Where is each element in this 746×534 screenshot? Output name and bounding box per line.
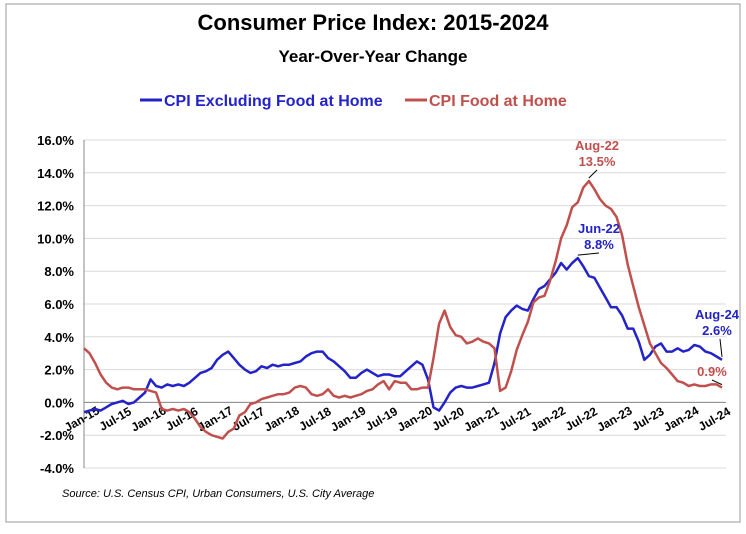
legend-label: CPI Excluding Food at Home (164, 93, 383, 110)
y-tick-label: 0.0% (44, 395, 74, 410)
y-tick-label: 10.0% (37, 231, 74, 246)
source-note: Source: U.S. Census CPI, Urban Consumers… (62, 488, 374, 500)
chart-title: Consumer Price Index: 2015-2024 (198, 10, 550, 35)
annotation: 13.5% (579, 154, 616, 169)
annotation: 2.6% (702, 323, 732, 338)
chart-subtitle: Year-Over-Year Change (279, 47, 468, 66)
annotation: Aug-24 (695, 307, 740, 322)
chart: Consumer Price Index: 2015-2024 Year-Ove… (0, 0, 746, 529)
annotation: 8.8% (584, 237, 614, 252)
annotation: Jun-22 (578, 221, 620, 236)
y-tick-label: 6.0% (44, 297, 74, 312)
chart-frame (6, 4, 740, 522)
y-tick-label: 16.0% (37, 133, 74, 148)
y-tick-label: 2.0% (44, 363, 74, 378)
page: Consumer Price Index: 2015-2024 Year-Ove… (0, 0, 746, 534)
y-tick-label: 4.0% (44, 330, 74, 345)
legend-label: CPI Food at Home (429, 93, 567, 110)
y-tick-label: 14.0% (37, 166, 74, 181)
y-tick-label: -4.0% (40, 461, 74, 476)
y-tick-label: 12.0% (37, 199, 74, 214)
annotation: 0.9% (697, 364, 727, 379)
annotation: Aug-22 (575, 138, 619, 153)
y-tick-label: 8.0% (44, 264, 74, 279)
